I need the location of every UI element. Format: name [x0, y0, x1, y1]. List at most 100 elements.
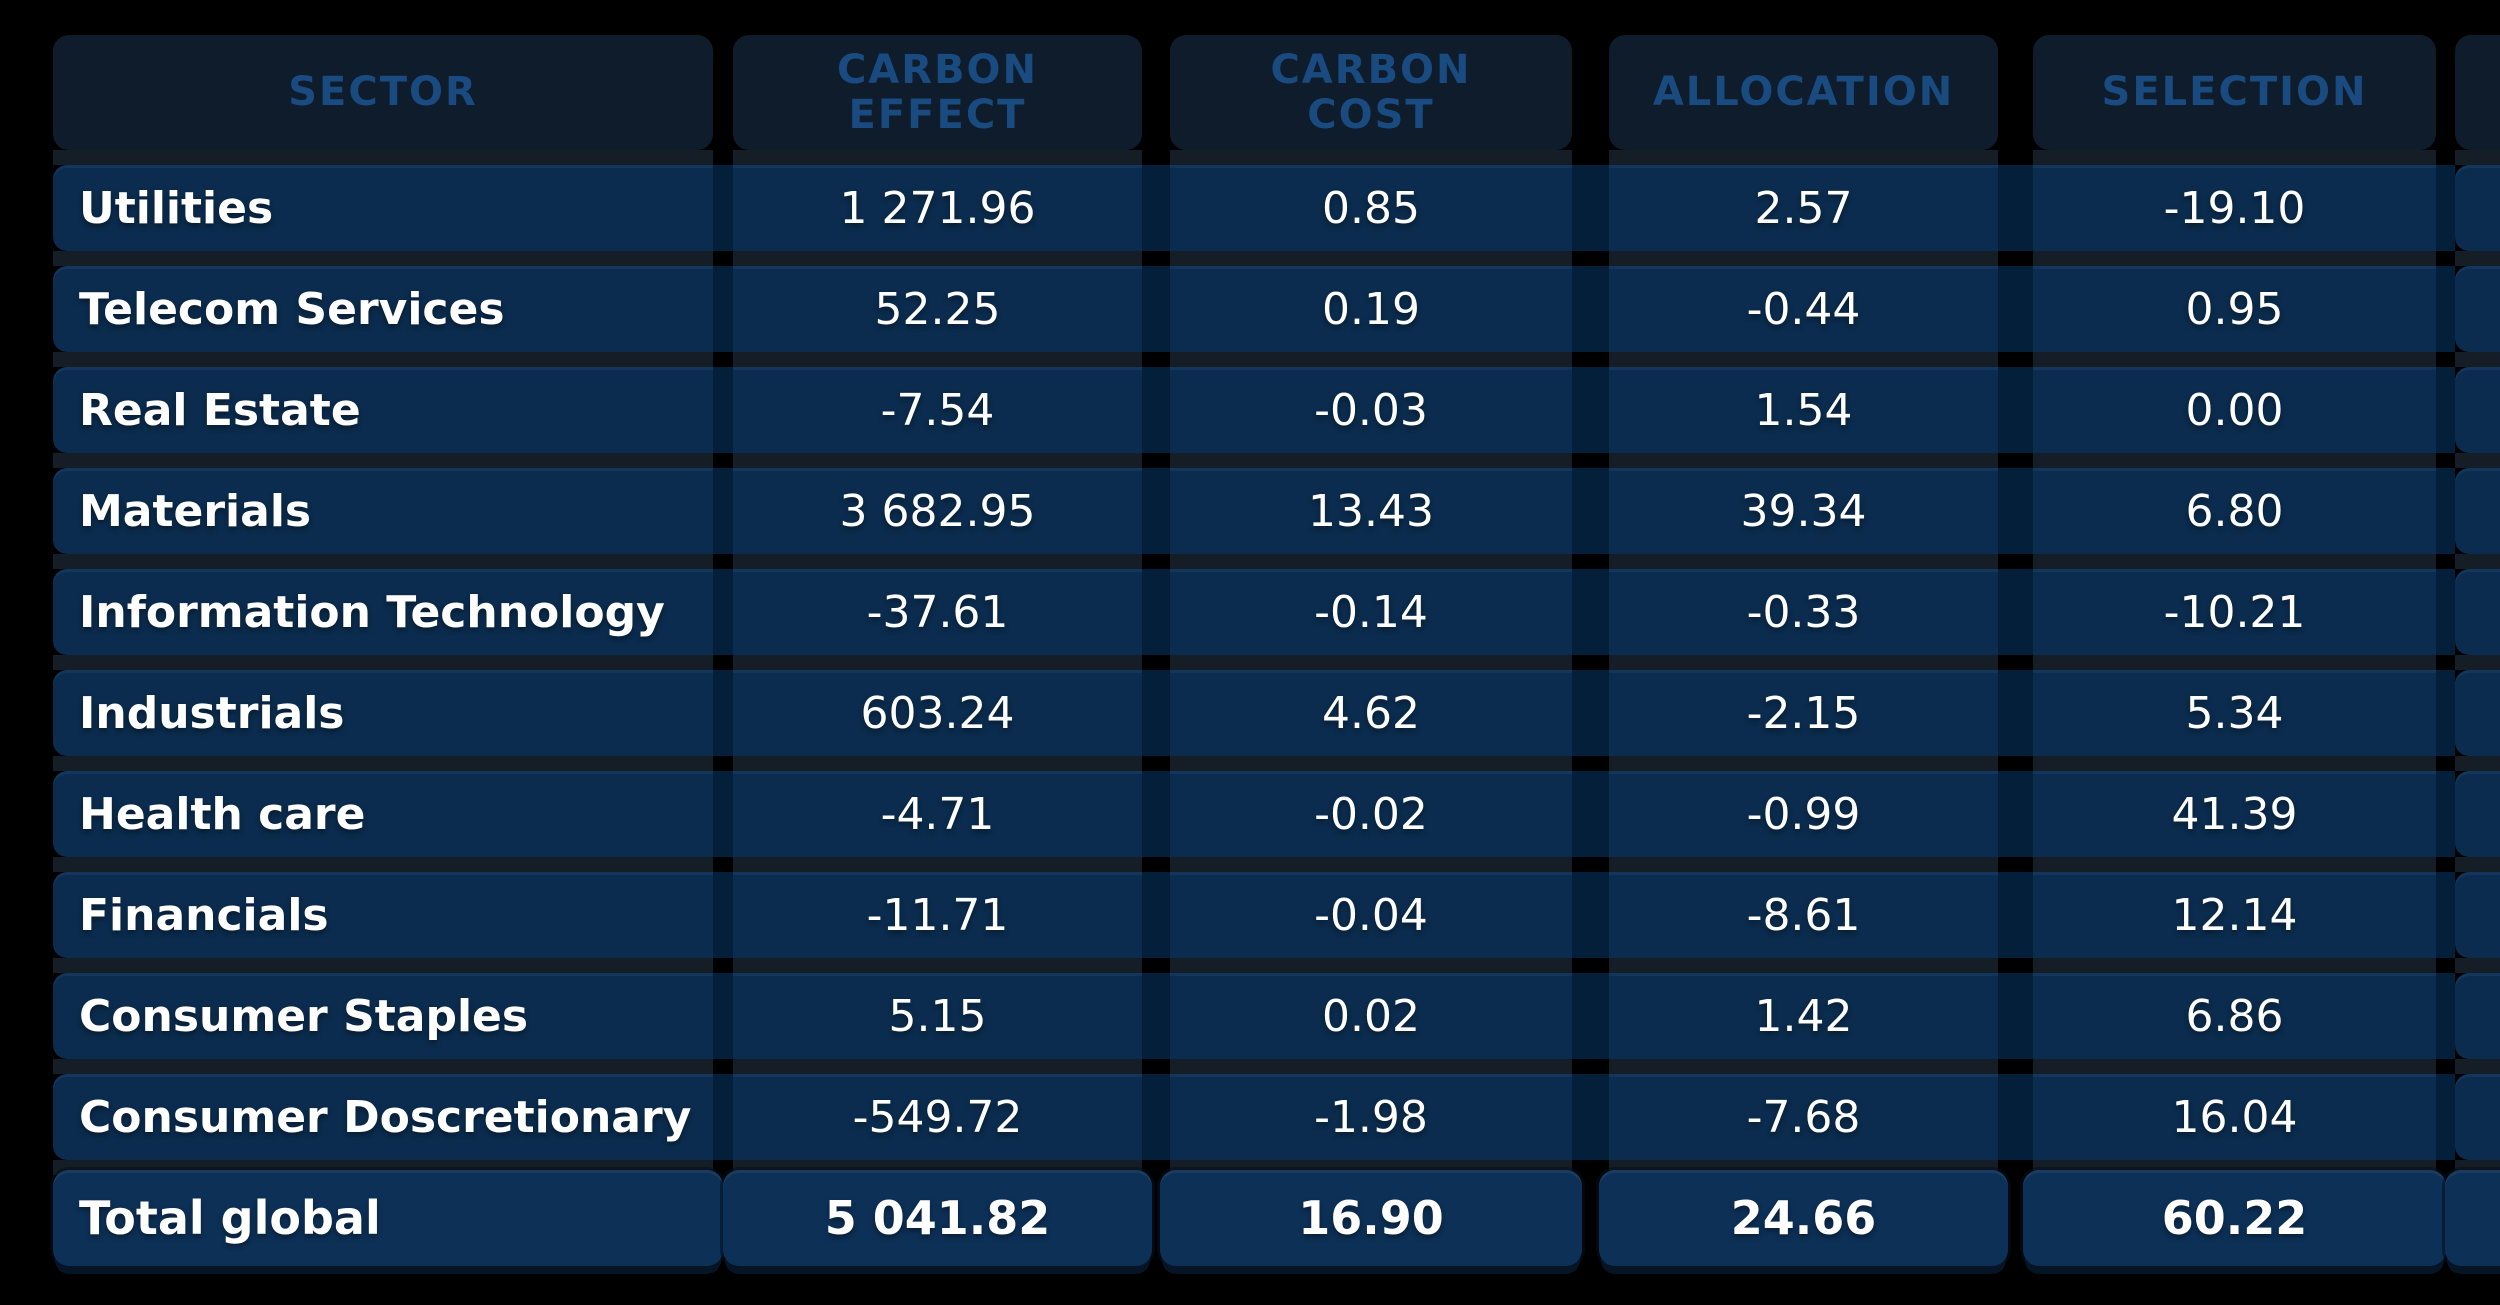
row-fragment-cell: [2455, 1074, 2500, 1160]
row-separator-strip: [1609, 352, 1998, 367]
row-separator-strip: [2455, 251, 2500, 266]
column-gap: [1998, 670, 2033, 756]
column-gap: [1142, 453, 1170, 468]
column-gap: [713, 872, 733, 958]
table-row: Utilities 1 271.96 0.85 2.57 -19.10: [53, 165, 2500, 251]
column-gap: [1572, 1074, 1609, 1160]
value-cell: 0.00: [2033, 367, 2436, 453]
row-separator-strip: [733, 453, 1142, 468]
value-cell: 603.24: [733, 670, 1142, 756]
column-gap: [713, 973, 733, 1059]
column-gap: [2436, 872, 2455, 958]
row-separator-strip: [733, 857, 1142, 872]
value-cell: 1 271.96: [733, 165, 1142, 251]
row-separator-strip: [2033, 756, 2436, 771]
column-gap: [713, 165, 733, 251]
row-separator-strip: [2033, 554, 2436, 569]
column-gap: [1998, 872, 2033, 958]
row-separator-strip: [2033, 453, 2436, 468]
column-gap: [1142, 352, 1170, 367]
column-gap: [1572, 771, 1609, 857]
row-separator: [53, 958, 2500, 973]
column-gap: [1998, 150, 2033, 165]
value-cell: -0.03: [1170, 367, 1572, 453]
column-gap: [2436, 367, 2455, 453]
column-gap: [1998, 367, 2033, 453]
column-gap: [2436, 958, 2455, 973]
value-cell: 6.86: [2033, 973, 2436, 1059]
sector-cell: Health care: [53, 771, 713, 857]
total-value-cell: 60.22: [2023, 1170, 2446, 1266]
row-separator-strip: [733, 655, 1142, 670]
sector-cell: Consumer Staples: [53, 973, 713, 1059]
column-gap: [1142, 569, 1170, 655]
column-gap: [1998, 569, 2033, 655]
table-row: Information Technology -37.61 -0.14 -0.33 -1…: [53, 569, 2500, 655]
row-separator-strip: [733, 958, 1142, 973]
column-header-sector: SECTOR: [53, 35, 713, 150]
value-cell: -0.14: [1170, 569, 1572, 655]
row-separator-strip: [2455, 958, 2500, 973]
value-cell: 1.54: [1609, 367, 1998, 453]
column-gap: [1998, 771, 2033, 857]
column-gap: [713, 367, 733, 453]
row-separator-strip: [2455, 453, 2500, 468]
row-separator-strip: [2455, 1059, 2500, 1074]
column-gap: [1572, 1160, 1609, 1175]
row-separator: [53, 1059, 2500, 1074]
column-gap: [1572, 367, 1609, 453]
value-cell: -0.04: [1170, 872, 1572, 958]
column-gap: [1142, 655, 1170, 670]
value-cell: 0.19: [1170, 266, 1572, 352]
sector-cell: Financials: [53, 872, 713, 958]
column-gap: [2436, 453, 2455, 468]
column-gap: [1572, 756, 1609, 771]
column-gap: [1998, 468, 2033, 554]
table-row: Health care -4.71 -0.02 -0.99 41.39: [53, 771, 2500, 857]
row-separator-strip: [733, 756, 1142, 771]
total-label-cell: Total global: [53, 1170, 723, 1266]
column-gap: [2436, 569, 2455, 655]
column-gap: [1142, 165, 1170, 251]
column-gap: [1998, 1059, 2033, 1074]
table-row: Financials -11.71 -0.04 -8.61 12.14: [53, 872, 2500, 958]
column-gap: [1142, 468, 1170, 554]
column-gap: [2436, 1074, 2455, 1160]
column-gap: [1572, 973, 1609, 1059]
column-gap: [1142, 670, 1170, 756]
row-separator-strip: [1170, 352, 1572, 367]
row-separator-strip: [53, 352, 713, 367]
column-gap: [1572, 857, 1609, 872]
value-cell: -0.44: [1609, 266, 1998, 352]
row-separator: [53, 352, 2500, 367]
column-gap: [1572, 165, 1609, 251]
column-gap: [1572, 35, 1609, 150]
column-gap: [2436, 973, 2455, 1059]
column-gap: [1142, 1059, 1170, 1074]
column-gap: [1572, 468, 1609, 554]
sector-cell: Real Estate: [53, 367, 713, 453]
row-separator-strip: [53, 958, 713, 973]
column-gap: [1142, 857, 1170, 872]
column-gap: [1142, 756, 1170, 771]
row-separator: [53, 150, 2500, 165]
table-row: Consumer Staples 5.15 0.02 1.42 6.86: [53, 973, 2500, 1059]
row-separator-strip: [53, 453, 713, 468]
row-separator-strip: [53, 1059, 713, 1074]
column-gap: [1572, 670, 1609, 756]
row-separator: [53, 857, 2500, 872]
value-cell: -2.15: [1609, 670, 1998, 756]
column-gap: [2436, 655, 2455, 670]
value-cell: -11.71: [733, 872, 1142, 958]
column-gap: [1998, 251, 2033, 266]
column-gap: [713, 655, 733, 670]
row-separator-strip: [2033, 958, 2436, 973]
row-separator-strip: [53, 756, 713, 771]
table-row: Industrials 603.24 4.62 -2.15 5.34: [53, 670, 2500, 756]
row-separator-strip: [1170, 655, 1572, 670]
row-separator-strip: [2033, 251, 2436, 266]
row-separator-strip: [2033, 352, 2436, 367]
carbon-attribution-table: SECTOR CARBON EFFECT CARBON COST ALLOCAT…: [53, 35, 2500, 1266]
row-separator-strip: [1170, 958, 1572, 973]
